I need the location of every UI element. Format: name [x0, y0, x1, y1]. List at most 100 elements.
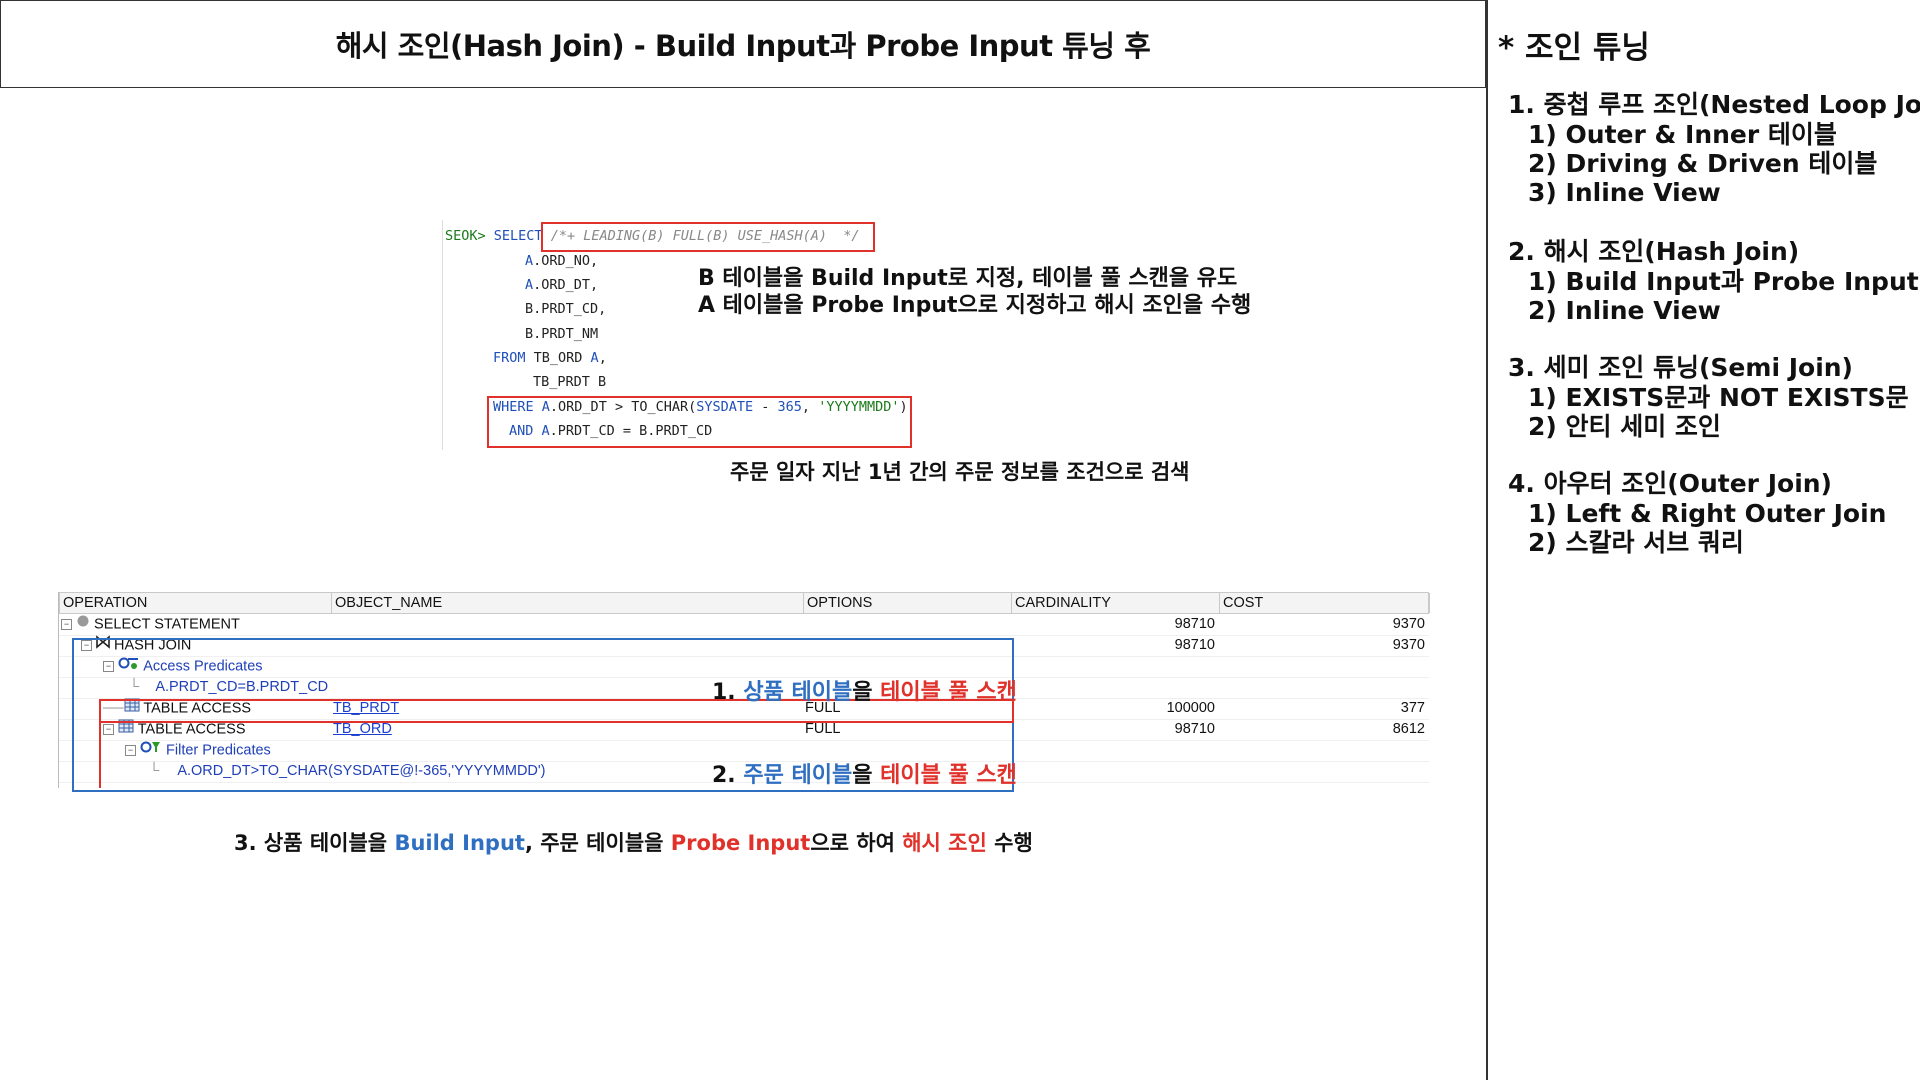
plan-op-cell: └ A.ORD_DT>TO_CHAR(SYSDATE@!-365,'YYYYMM… — [149, 761, 546, 782]
sql-alias: A — [525, 253, 534, 269]
plan-op-cell: − Filter Predicates — [125, 740, 271, 761]
plan-col-cardinality[interactable]: CARDINALITY — [1012, 593, 1220, 613]
sql-text: TB_ORD — [525, 350, 591, 366]
sql-alias: A — [541, 399, 550, 415]
plan-col-object-name[interactable]: OBJECT_NAME — [332, 593, 804, 613]
plan-op-text: Filter Predicates — [166, 742, 271, 759]
sidebar-section-3: 3. 세미 조인 튜닝(Semi Join) 1) EXISTS문과 NOT E… — [1508, 353, 1909, 441]
hint-note-line-2: A 테이블을 Probe Input으로 지정하고 해시 조인을 수행 — [698, 293, 1252, 318]
sql-text: ) — [899, 399, 908, 415]
sql-keyword: SELECT — [493, 228, 543, 244]
plan-op-text: TABLE ACCESS — [143, 700, 252, 717]
collapse-icon[interactable]: − — [103, 724, 114, 735]
plan-row[interactable]: − Filter Predicates — [59, 740, 1429, 762]
plan-op-text: A.ORD_DT>TO_CHAR(SYSDATE@!-365,'YYYYMMDD… — [177, 763, 546, 779]
access-predicate-icon — [118, 656, 140, 677]
sql-alias: A — [525, 277, 534, 293]
plan-row[interactable]: └ A.ORD_DT>TO_CHAR(SYSDATE@!-365,'YYYYMM… — [59, 761, 1429, 783]
object-link-tb-ord[interactable]: TB_ORD — [333, 721, 392, 737]
step-text-blue: 주문 테이블 — [743, 763, 853, 788]
plan-row[interactable]: − HASH JOIN 98710 9370 — [59, 635, 1429, 657]
sidebar-section-heading: 4. 아우터 조인(Outer Join) — [1508, 469, 1832, 498]
plan-cardinality-cell: 100000 — [1166, 700, 1215, 716]
plan-op-text: HASH JOIN — [114, 637, 192, 654]
collapse-icon[interactable]: − — [125, 745, 136, 756]
step-text-red: 테이블 풀 스캔 — [880, 680, 1017, 705]
plan-col-operation[interactable]: OPERATION — [60, 593, 332, 613]
sidebar: * 조인 튜닝 1. 중첩 루프 조인(Nested Loop Join) 1)… — [1486, 0, 1920, 1080]
where-note: 주문 일자 지난 1년 간의 주문 정보를 조건으로 검색 — [730, 460, 1190, 484]
sidebar-section-item: 3) Inline View — [1528, 178, 1721, 207]
sql-number: 365 — [777, 399, 802, 415]
plan-options-cell: FULL — [805, 700, 841, 716]
execution-plan-grid: OPERATION OBJECT_NAME OPTIONS CARDINALIT… — [58, 592, 1430, 788]
table-icon — [118, 719, 134, 740]
plan-cost-cell: 377 — [1400, 700, 1425, 716]
sql-keyword: AND — [509, 423, 534, 439]
sql-alias: A — [590, 350, 599, 366]
sidebar-section-item: 1) EXISTS문과 NOT EXISTS문 — [1528, 383, 1909, 412]
plan-cost-cell: 9370 — [1392, 616, 1425, 632]
sql-text: - — [753, 399, 778, 415]
sidebar-section-item: 2) Driving & Driven 테이블 — [1528, 149, 1878, 178]
page-title: 해시 조인(Hash Join) - Build Input과 Probe In… — [335, 29, 1151, 63]
plan-row[interactable]: └ A.PRDT_CD=B.PRDT_CD — [59, 677, 1429, 699]
sidebar-section-item: 2) Inline View — [1528, 296, 1721, 325]
step1-note: 1. 상품 테이블을 테이블 풀 스캔 — [712, 674, 1017, 706]
step3-note: 3. 상품 테이블을 Build Input, 주문 테이블을 Probe In… — [234, 827, 1033, 857]
sql-line-from: FROM TB_ORD A, — [493, 350, 607, 366]
sidebar-section-item: 2) 안티 세미 조인 — [1528, 412, 1721, 441]
sql-text: B.PRDT_NM — [525, 326, 599, 342]
step-text: 으로 하여 — [810, 831, 903, 855]
plan-row[interactable]: − SELECT STATEMENT 98710 9370 — [59, 614, 1429, 636]
tb-prdt-highlight-box — [99, 699, 1014, 723]
sql-text: B.PRDT_CD, — [525, 301, 607, 317]
sql-text: .ORD_DT > TO_CHAR( — [549, 399, 697, 415]
collapse-icon[interactable]: − — [61, 619, 72, 630]
plan-op-cell: − TABLE ACCESS — [103, 719, 246, 740]
sidebar-section-heading: 1. 중첩 루프 조인(Nested Loop Join) — [1508, 90, 1920, 119]
sql-string: 'YYYYMMDD' — [818, 399, 900, 415]
sidebar-section-item: 2) 스칼라 서브 쿼리 — [1528, 528, 1744, 557]
plan-col-options[interactable]: OPTIONS — [804, 593, 1012, 613]
plan-op-text: SELECT STATEMENT — [94, 616, 240, 633]
sql-alias: A — [541, 423, 550, 439]
sql-line-where: WHERE A.ORD_DT > TO_CHAR(SYSDATE - 365, … — [493, 399, 908, 415]
object-link-tb-prdt[interactable]: TB_PRDT — [333, 700, 400, 716]
sidebar-section-heading: 3. 세미 조인 튜닝(Semi Join) — [1508, 353, 1853, 382]
statement-node-icon — [76, 614, 90, 635]
plan-options-cell: FULL — [805, 721, 841, 737]
sql-code-block: SEOK> SELECT /*+ LEADING(B) FULL(B) USE_… — [442, 220, 913, 450]
plan-cost-cell: 9370 — [1392, 637, 1425, 653]
sql-text: TB_PRDT B — [533, 374, 607, 390]
step-text: 을 — [852, 680, 881, 705]
sql-line: B.PRDT_CD, — [525, 301, 606, 317]
collapse-icon[interactable]: − — [103, 661, 114, 672]
plan-cardinality-cell: 98710 — [1174, 721, 1215, 737]
where-highlight-box — [487, 396, 912, 448]
step2-note: 2. 주문 테이블을 테이블 풀 스캔 — [712, 757, 1017, 789]
hint-note-line-1: B 테이블을 Build Input로 지정, 테이블 풀 스캔을 유도 — [698, 266, 1238, 291]
plan-cardinality-cell: 98710 — [1174, 637, 1215, 653]
plan-row[interactable]: ── TABLE ACCESS TB_PRDT FULL 100000 377 — [59, 698, 1429, 720]
plan-col-cost[interactable]: COST — [1220, 593, 1430, 613]
tree-connector-icon: ── — [103, 700, 124, 717]
step-text-red: Probe Input — [670, 831, 811, 855]
plan-row[interactable]: − Access Predicates — [59, 656, 1429, 678]
step-text-blue: 상품 테이블 — [743, 680, 853, 705]
sql-prompt: SEOK> — [445, 228, 486, 244]
plan-op-cell: ── TABLE ACCESS — [103, 698, 251, 719]
step-number: 1. — [712, 680, 744, 705]
sql-line: A.ORD_NO, — [525, 253, 598, 269]
sql-hint: /*+ LEADING(B) FULL(B) USE_HASH(A) */ — [550, 228, 860, 244]
sql-text: , — [598, 350, 607, 366]
plan-op-text: A.PRDT_CD=B.PRDT_CD — [155, 679, 329, 695]
step-text: 수행 — [986, 831, 1033, 855]
plan-cardinality-cell: 98710 — [1174, 616, 1215, 632]
plan-row[interactable]: − TABLE ACCESS TB_ORD FULL 98710 8612 — [59, 719, 1429, 741]
sidebar-section-item: 1) Build Input과 Probe Input — [1528, 267, 1919, 296]
collapse-icon[interactable]: − — [81, 640, 92, 651]
plan-op-cell: − Access Predicates — [103, 656, 263, 677]
plan-op-cell: − HASH JOIN — [81, 635, 191, 656]
hash-join-icon — [96, 635, 110, 656]
